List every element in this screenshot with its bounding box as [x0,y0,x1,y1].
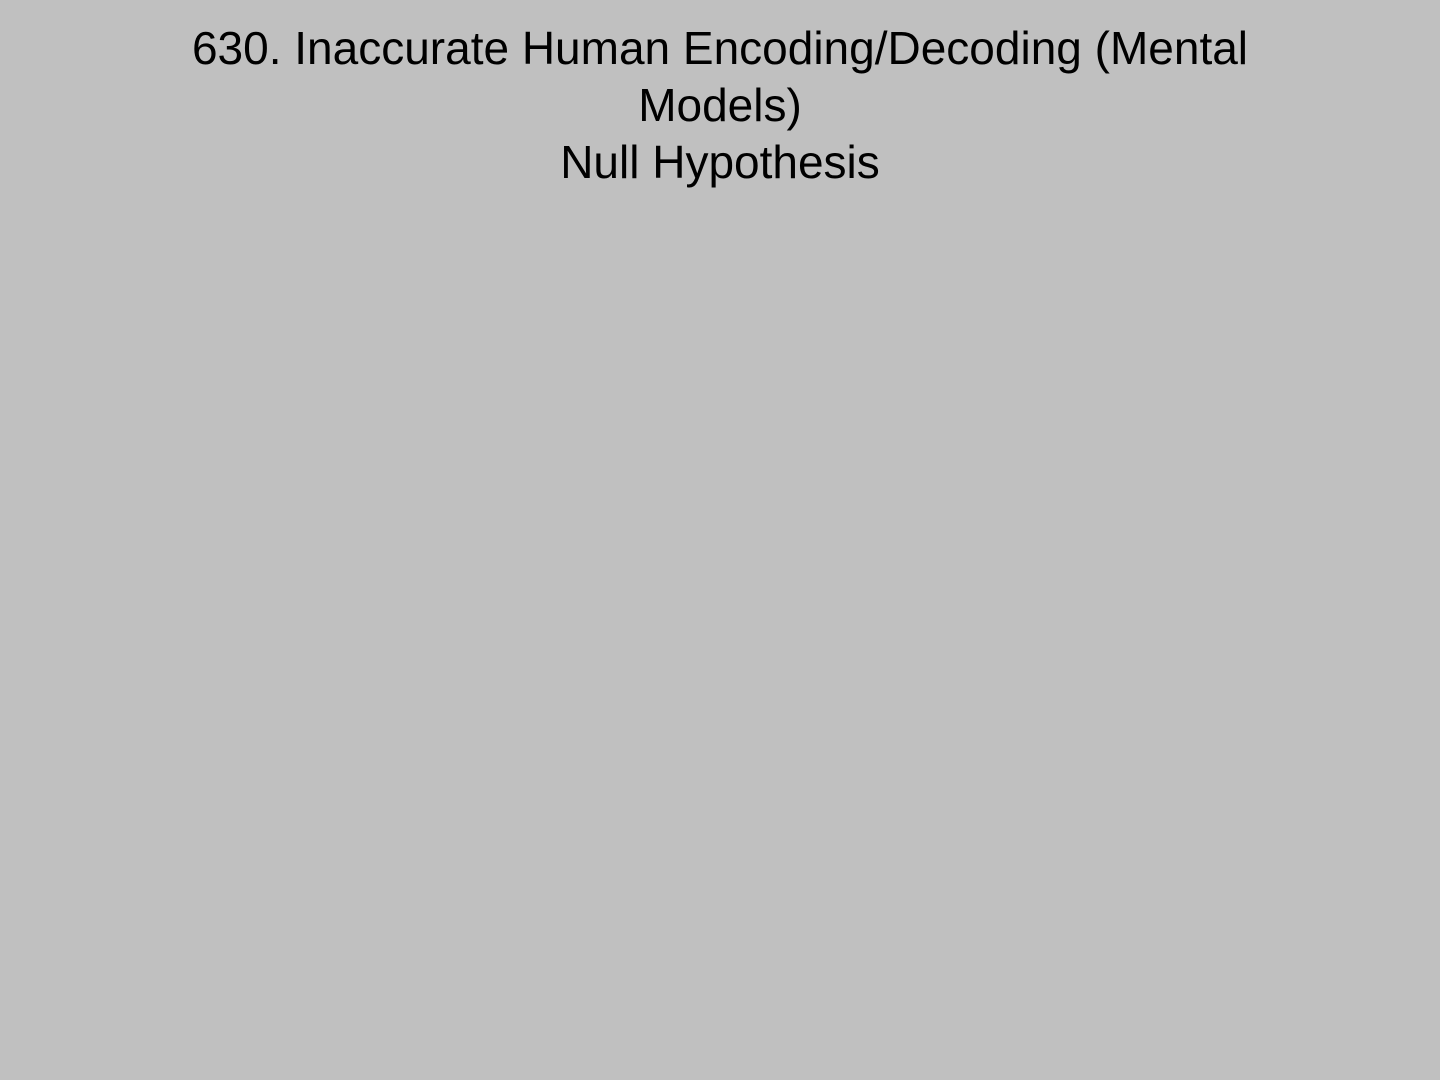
slide-title-line-2: Models) [638,79,802,131]
slide-title-line-1: 630. Inaccurate Human Encoding/Decoding … [191,22,1249,74]
slide-subtitle: Null Hypothesis [560,136,880,188]
slide-title: 630. Inaccurate Human Encoding/Decoding … [0,20,1440,191]
slide-content-area [0,200,1440,1080]
